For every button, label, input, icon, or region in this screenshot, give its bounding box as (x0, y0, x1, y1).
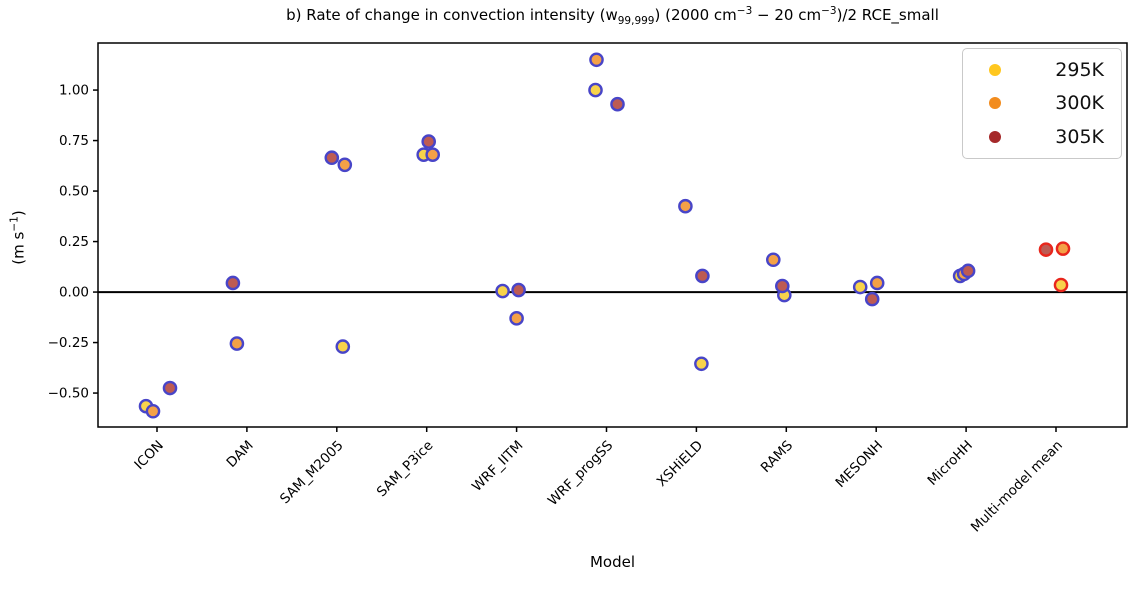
scatter-point (960, 263, 976, 279)
chart-title-pre: b) Rate of change in convection intensit… (286, 6, 618, 24)
scatter-point (511, 282, 526, 298)
scatter-point (1053, 277, 1069, 293)
legend-label-295k: 295K (1055, 58, 1104, 81)
y-tick-label: 0.00 (59, 285, 89, 301)
legend-item-295k: 295K (963, 53, 1121, 86)
x-axis-label: Model (589, 553, 636, 571)
x-tick-label: MESONH (833, 438, 886, 491)
x-tick-label: MicroHH (925, 438, 976, 489)
x-tick-label: RAMS (758, 438, 796, 476)
scatter-point (324, 150, 340, 166)
scatter-point (610, 96, 625, 112)
x-tick-label: Multi-model mean (968, 438, 1066, 536)
x-tick-label: DAM (223, 438, 256, 471)
legend-item-305k: 305K (963, 121, 1121, 154)
scatter-point (694, 356, 709, 372)
legend-label-300k: 300K (1055, 92, 1104, 115)
chart-title-mid1: ) (2000 cm (654, 6, 737, 24)
x-tick-label: WRF_progSS (545, 438, 616, 509)
x-tick-label: SAM_M2005 (277, 438, 347, 508)
scatter-point (588, 82, 603, 98)
scatter-point (852, 279, 868, 295)
plot-frame (97, 42, 1128, 428)
scatter-point (695, 268, 710, 284)
y-tick-label: 0.25 (59, 234, 89, 250)
chart-title: b) Rate of change in convection intensit… (98, 5, 1127, 27)
scatter-point (766, 252, 781, 268)
legend-marker-300k-icon (989, 97, 1001, 110)
chart-title-subscript: 99,999 (617, 15, 655, 27)
scatter-point (509, 311, 524, 326)
y-tick-label: 0.50 (59, 184, 89, 200)
scatter-point (495, 283, 510, 299)
scatter-point (425, 147, 441, 163)
legend-item-300k: 300K (963, 87, 1121, 120)
legend-marker-305k-icon (989, 131, 1001, 144)
x-tick-label: XSHiELD (654, 438, 706, 490)
y-tick-label: −0.25 (48, 335, 89, 351)
scatter-point (335, 339, 351, 354)
scatter-point (589, 52, 604, 68)
y-tick-label: 0.75 (59, 133, 89, 149)
scatter-point (145, 403, 161, 419)
chart-title-sup2: −3 (821, 5, 837, 17)
chart-title-mid2: − 20 cm (752, 6, 822, 24)
scatter-point (1038, 242, 1054, 257)
scatter-point (162, 380, 178, 396)
scatter-point (229, 336, 245, 351)
legend-label-305k: 305K (1055, 126, 1104, 149)
scatter-point (225, 275, 241, 291)
legend-marker-295k-icon (989, 63, 1001, 76)
scatter-point (869, 275, 885, 291)
scatter-point (421, 134, 437, 149)
y-tick-label: −0.50 (48, 386, 89, 402)
x-tick-label: SAM_P3ice (374, 438, 437, 501)
chart-title-post: )/2 RCE_small (836, 6, 939, 24)
chart-title-sup1: −3 (736, 5, 753, 17)
legend: 295K 300K 305K (962, 48, 1122, 159)
scatter-point (678, 198, 693, 214)
scatter-point (337, 157, 353, 173)
y-tick-label: 1.00 (59, 83, 89, 99)
scatter-point (775, 278, 790, 294)
x-tick-label: WRF_IITM (469, 438, 526, 495)
x-tick-label: ICON (131, 438, 166, 473)
scatter-point (1055, 241, 1071, 256)
scatter-point (864, 291, 880, 307)
